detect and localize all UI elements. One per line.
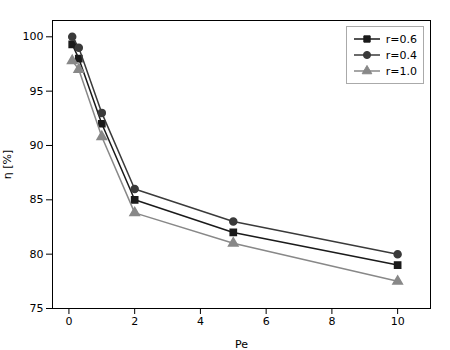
svg-text:95: 95 bbox=[30, 85, 44, 98]
svg-text:100: 100 bbox=[23, 30, 44, 43]
svg-text:85: 85 bbox=[30, 193, 44, 206]
svg-text:90: 90 bbox=[30, 139, 44, 152]
svg-text:Pe: Pe bbox=[235, 338, 248, 350]
svg-text:10: 10 bbox=[391, 315, 405, 328]
svg-text:75: 75 bbox=[30, 302, 44, 315]
svg-text:8: 8 bbox=[328, 315, 335, 328]
svg-text:4: 4 bbox=[197, 315, 204, 328]
svg-text:η [%]: η [%] bbox=[1, 150, 14, 180]
svg-text:80: 80 bbox=[30, 248, 44, 261]
html-text:r=1.0: r=1.0 bbox=[385, 64, 417, 78]
svg-text:6: 6 bbox=[263, 315, 270, 328]
html-text:r=0.4: r=0.4 bbox=[385, 48, 417, 62]
svg-text:2: 2 bbox=[131, 315, 138, 328]
html-text:r=0.6: r=0.6 bbox=[385, 32, 417, 46]
svg-text:0: 0 bbox=[65, 315, 72, 328]
